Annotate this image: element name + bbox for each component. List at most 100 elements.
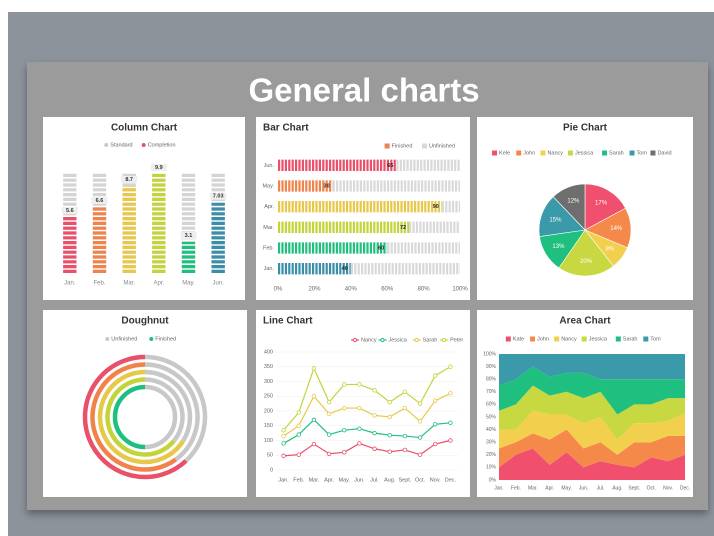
chart-title: Column Chart xyxy=(111,123,178,134)
chart-title: Pie Chart xyxy=(563,123,608,134)
y-tick-label: 90% xyxy=(486,364,497,370)
x-tick-label: Apr. xyxy=(153,281,164,287)
x-tick-label: Mar. xyxy=(309,477,320,483)
finished-arc xyxy=(82,354,188,480)
point xyxy=(357,405,362,411)
data-label: 20% xyxy=(580,259,593,265)
chart-title: Area Chart xyxy=(559,316,611,327)
series-line xyxy=(283,419,451,444)
data-label: 17% xyxy=(595,201,608,207)
y-tick-label: 100% xyxy=(483,351,496,357)
x-tick-label: Oct. xyxy=(647,485,656,491)
legend-swatch xyxy=(540,150,546,156)
y-tick-label: 30% xyxy=(486,440,497,446)
unfinished-arc xyxy=(144,377,185,443)
unfinished-arc xyxy=(144,384,178,450)
legend-marker xyxy=(104,143,109,147)
point xyxy=(387,414,392,420)
x-tick-label: Sept. xyxy=(398,477,411,483)
legend-marker xyxy=(149,337,154,341)
legend-label: Jessica xyxy=(575,150,594,156)
point xyxy=(281,433,286,439)
x-tick-label: Jun. xyxy=(579,485,588,491)
point xyxy=(326,432,332,437)
series-line xyxy=(283,366,451,431)
y-tick-label: 300 xyxy=(264,379,273,385)
data-label: 3.1 xyxy=(185,233,193,239)
point xyxy=(372,413,377,418)
legend-label: Nancy xyxy=(547,150,563,156)
data-label-bg xyxy=(210,192,227,200)
x-tick-label: Aug. xyxy=(384,477,396,483)
finished-arc xyxy=(97,369,185,465)
point xyxy=(387,432,392,438)
legend-label: Nancy xyxy=(361,337,377,343)
y-tick-label: 250 xyxy=(264,394,273,400)
finished-arc xyxy=(105,377,176,457)
data-label-bg xyxy=(150,164,167,171)
point xyxy=(311,417,317,423)
x-tick-label: Nov. xyxy=(430,477,441,483)
data-label-bg xyxy=(61,207,78,214)
point xyxy=(281,427,286,433)
x-tick-label: Sept. xyxy=(628,485,640,491)
x-tick-label: Feb. xyxy=(511,485,521,491)
chart-title: Bar Chart xyxy=(263,123,309,134)
page-title: General charts xyxy=(248,72,479,109)
legend-label: Completion xyxy=(148,142,176,148)
point xyxy=(311,441,317,447)
legend-label: Sarah xyxy=(623,336,638,342)
x-tick-label: Jan. xyxy=(494,485,503,491)
finished-arc xyxy=(112,384,146,450)
point xyxy=(372,430,377,436)
x-tick-label: 0% xyxy=(274,287,283,293)
legend-marker xyxy=(414,337,419,343)
x-tick-label: Apr. xyxy=(545,485,554,491)
y-tick-label: 150 xyxy=(264,423,273,429)
point xyxy=(417,435,423,440)
data-label: 65 xyxy=(387,163,393,169)
point xyxy=(326,451,332,456)
finished-arc xyxy=(90,362,178,472)
y-tick-label: 10% xyxy=(486,465,497,471)
x-tick-label: May. xyxy=(338,477,350,483)
y-tick-label: Apr. xyxy=(264,204,274,210)
legend-label: John xyxy=(523,150,535,156)
point xyxy=(311,394,317,399)
legend-label: Unfinished xyxy=(429,143,455,149)
x-tick-label: 80% xyxy=(418,287,431,293)
legend-swatch xyxy=(615,336,621,342)
point xyxy=(326,399,332,405)
legend-swatch xyxy=(567,150,573,156)
data-label-bg xyxy=(180,232,197,239)
point xyxy=(402,405,408,411)
point xyxy=(433,422,438,427)
legend-swatch xyxy=(554,336,560,342)
legend-label: Kate xyxy=(513,336,524,342)
x-tick-label: 100% xyxy=(452,287,468,293)
y-tick-label: Jun. xyxy=(264,163,275,169)
legend-label: Standard xyxy=(110,142,132,148)
legend-swatch xyxy=(492,150,498,156)
pie-slice xyxy=(558,229,614,277)
point xyxy=(448,420,453,425)
y-tick-label: 70% xyxy=(486,389,497,395)
point xyxy=(342,405,347,411)
data-label: 90 xyxy=(433,204,439,210)
area xyxy=(499,429,685,468)
x-tick-label: Feb. xyxy=(293,477,304,483)
x-tick-label: Mar. xyxy=(123,281,135,287)
data-label: 40 xyxy=(342,266,348,272)
legend-label: John xyxy=(537,336,549,342)
point xyxy=(296,432,301,437)
y-tick-label: 20% xyxy=(486,452,497,458)
legend-swatch xyxy=(602,150,608,156)
point xyxy=(357,426,362,431)
y-tick-label: 40% xyxy=(486,427,497,433)
point xyxy=(342,427,347,433)
data-label: 6.6 xyxy=(96,198,104,204)
x-tick-label: Jun. xyxy=(212,281,224,287)
y-tick-label: Feb. xyxy=(263,245,274,251)
x-tick-label: Feb. xyxy=(93,281,105,287)
